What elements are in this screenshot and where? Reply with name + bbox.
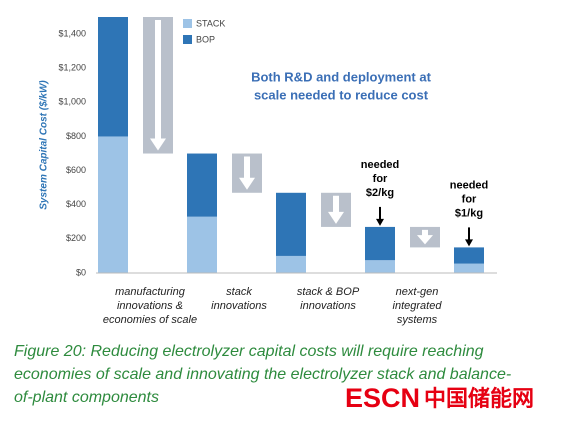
bar-segment bbox=[454, 247, 484, 264]
category-label: innovations & bbox=[117, 300, 183, 312]
annotation-arrowhead bbox=[376, 218, 384, 226]
category-label: integrated bbox=[393, 300, 443, 312]
y-tick-label: $1,000 bbox=[58, 97, 86, 107]
bar-segment bbox=[365, 260, 395, 273]
caption: Figure 20: Reducing electrolyzer capital… bbox=[14, 343, 484, 360]
arrow-glyph bbox=[328, 195, 344, 224]
annotation: for bbox=[373, 173, 388, 185]
callout: scale needed to reduce cost bbox=[254, 87, 429, 102]
watermark: 中国储能网 bbox=[424, 386, 534, 411]
y-tick-label: $1,400 bbox=[58, 28, 86, 38]
y-tick-label: $1,200 bbox=[58, 63, 86, 73]
y-tick-label: $800 bbox=[66, 131, 86, 141]
y-tick-label: $0 bbox=[76, 267, 86, 277]
category-label: next-gen bbox=[396, 286, 439, 298]
caption: economies of scale and innovating the el… bbox=[14, 366, 511, 383]
callout: Both R&D and deployment at bbox=[251, 69, 432, 84]
category-label: manufacturing bbox=[115, 286, 186, 298]
bar-segment bbox=[276, 192, 306, 256]
y-tick-label: $200 bbox=[66, 233, 86, 243]
bar-segment bbox=[276, 255, 306, 273]
caption: of-plant components bbox=[14, 389, 159, 406]
annotation-arrowhead bbox=[465, 239, 473, 247]
category-label: stack & BOP bbox=[297, 286, 360, 298]
legend-label: BOP bbox=[196, 34, 215, 44]
bar-segment bbox=[187, 153, 217, 217]
watermark: ESCN bbox=[345, 383, 420, 413]
annotation: $1/kg bbox=[455, 207, 483, 219]
bar-segment bbox=[98, 17, 128, 137]
annotation: $2/kg bbox=[366, 187, 394, 199]
category-label: innovations bbox=[300, 300, 356, 312]
category-label: systems bbox=[397, 314, 438, 326]
arrow-glyph bbox=[239, 156, 255, 190]
category-label: economies of scale bbox=[103, 314, 197, 326]
annotation: for bbox=[462, 193, 477, 205]
bar-segment bbox=[187, 216, 217, 273]
bar-segment bbox=[98, 136, 128, 273]
legend-swatch bbox=[183, 19, 192, 28]
bar-segment bbox=[365, 226, 395, 261]
annotation: needed bbox=[361, 159, 400, 171]
arrow-glyph bbox=[417, 229, 433, 245]
y-axis-label: System Capital Cost ($/kW) bbox=[39, 80, 50, 210]
annotation: needed bbox=[450, 179, 489, 191]
y-tick-label: $600 bbox=[66, 165, 86, 175]
legend-label: STACK bbox=[196, 18, 225, 28]
bar-segment bbox=[454, 263, 484, 273]
legend-swatch bbox=[183, 35, 192, 44]
arrow-glyph bbox=[150, 20, 166, 151]
category-label: innovations bbox=[211, 300, 267, 312]
category-label: stack bbox=[226, 286, 252, 298]
y-tick-label: $400 bbox=[66, 199, 86, 209]
